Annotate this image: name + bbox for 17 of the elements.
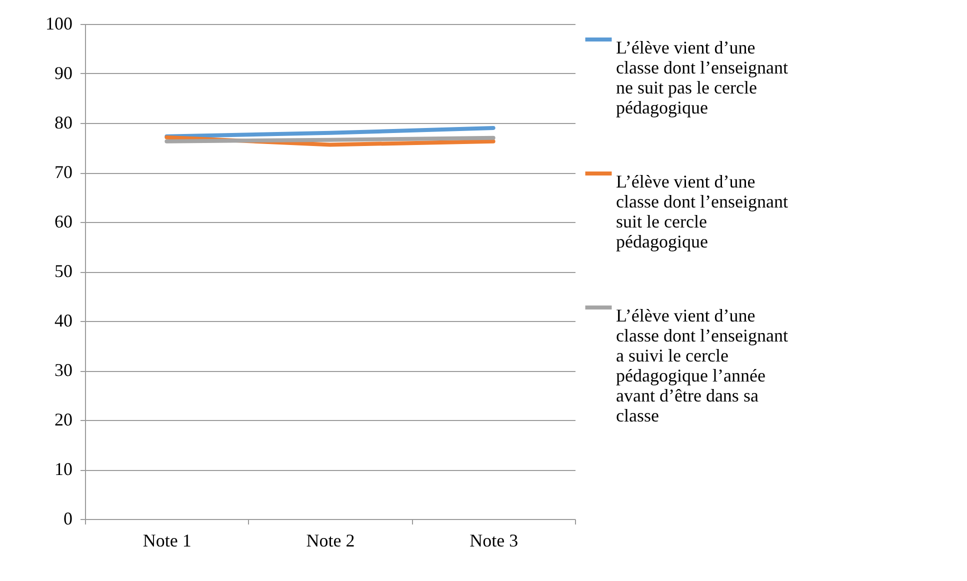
x-tick-label: Note 3 — [470, 530, 518, 550]
legend-label: L’élève vient d’une classe dont l’enseignant ne suit pas le cercle pédagogique — [616, 38, 788, 118]
x-tick-label: Note 1 — [142, 530, 192, 550]
y-tick-label: 70 — [54, 162, 72, 182]
y-tick-label: 10 — [54, 459, 72, 479]
y-tick-label: 40 — [54, 310, 72, 330]
legend-label: L’élève vient d’une classe dont l’enseignant suit le cercle pédagogique — [616, 172, 788, 252]
y-tick-label: 30 — [54, 360, 72, 380]
y-tick-label: 90 — [54, 63, 72, 83]
y-tick-label: 0 — [64, 508, 72, 528]
y-tick-label: 100 — [46, 14, 72, 34]
y-tick-label: 80 — [54, 112, 72, 132]
y-tick-label: 20 — [54, 410, 72, 430]
x-tick-label: Note 2 — [306, 530, 355, 550]
y-tick-label: 60 — [54, 212, 72, 232]
legend-label: L’élève vient d’une classe dont l’enseignant a suivi le cercle pédagogique l’année avant d’être dans sa classe — [616, 306, 788, 426]
y-tick-label: 50 — [54, 261, 72, 281]
